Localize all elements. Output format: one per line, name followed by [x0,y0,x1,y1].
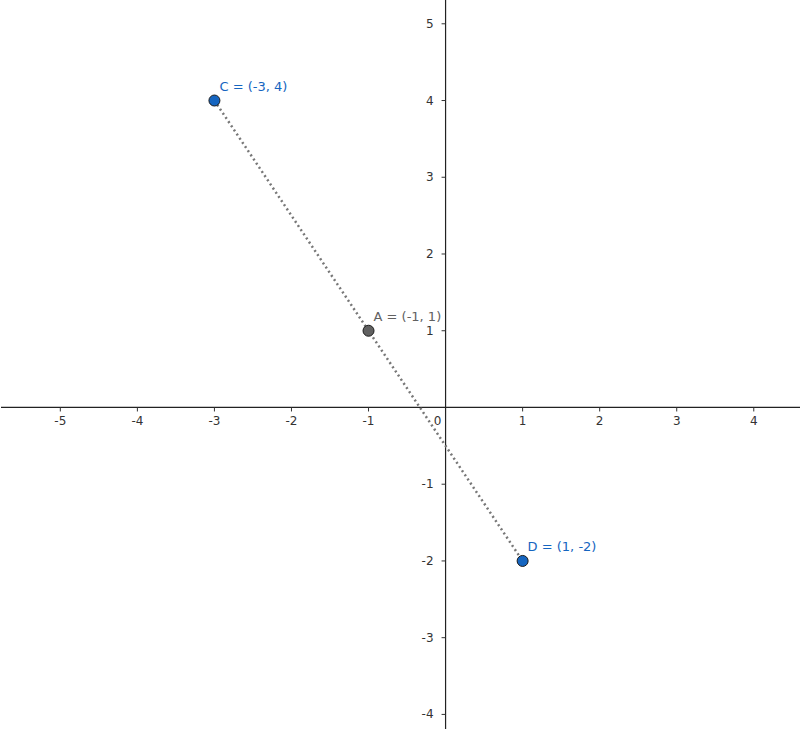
svg-text:1: 1 [426,324,434,338]
svg-text:2: 2 [426,247,434,261]
svg-text:-1: -1 [363,414,375,428]
svg-text:-4: -4 [422,707,434,721]
svg-text:-5: -5 [54,414,66,428]
svg-text:-1: -1 [422,477,434,491]
svg-text:4: 4 [750,414,758,428]
svg-text:-2: -2 [285,414,297,428]
svg-text:3: 3 [426,170,434,184]
svg-text:C = (-3, 4): C = (-3, 4) [219,79,287,94]
svg-text:-4: -4 [131,414,143,428]
svg-text:-3: -3 [422,631,434,645]
svg-text:1: 1 [519,414,527,428]
svg-text:A = (-1, 1): A = (-1, 1) [374,309,442,324]
svg-text:2: 2 [596,414,604,428]
svg-text:4: 4 [426,94,434,108]
svg-text:5: 5 [426,17,434,31]
svg-text:-3: -3 [208,414,220,428]
svg-text:3: 3 [673,414,681,428]
svg-text:-2: -2 [422,554,434,568]
svg-text:D = (1, -2): D = (1, -2) [528,539,597,554]
svg-text:0: 0 [434,414,442,428]
